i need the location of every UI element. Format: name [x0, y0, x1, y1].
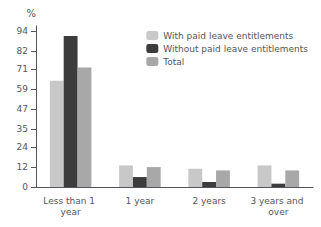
svg-text:over: over: [268, 207, 288, 217]
svg-text:Less than 1: Less than 1: [43, 196, 98, 206]
svg-text:71: 71: [17, 64, 28, 74]
svg-text:3 years and: 3 years and: [250, 196, 306, 206]
svg-text:1 year: 1 year: [126, 196, 155, 206]
svg-text:Without paid leave entitlement: Without paid leave entitlements: [163, 44, 308, 54]
svg-text:2 years: 2 years: [192, 196, 226, 206]
svg-text:59: 59: [17, 84, 29, 94]
svg-text:Total: Total: [162, 57, 184, 67]
svg-text:year: year: [61, 207, 81, 217]
svg-text:24: 24: [17, 142, 29, 152]
svg-text:82: 82: [17, 46, 28, 56]
svg-text:%: %: [26, 8, 36, 19]
svg-text:0: 0: [22, 182, 28, 192]
svg-text:With paid leave entitlements: With paid leave entitlements: [163, 31, 293, 41]
svg-text:12: 12: [17, 162, 28, 172]
svg-text:35: 35: [17, 124, 28, 134]
svg-text:47: 47: [17, 104, 28, 114]
svg-text:94: 94: [17, 26, 29, 36]
